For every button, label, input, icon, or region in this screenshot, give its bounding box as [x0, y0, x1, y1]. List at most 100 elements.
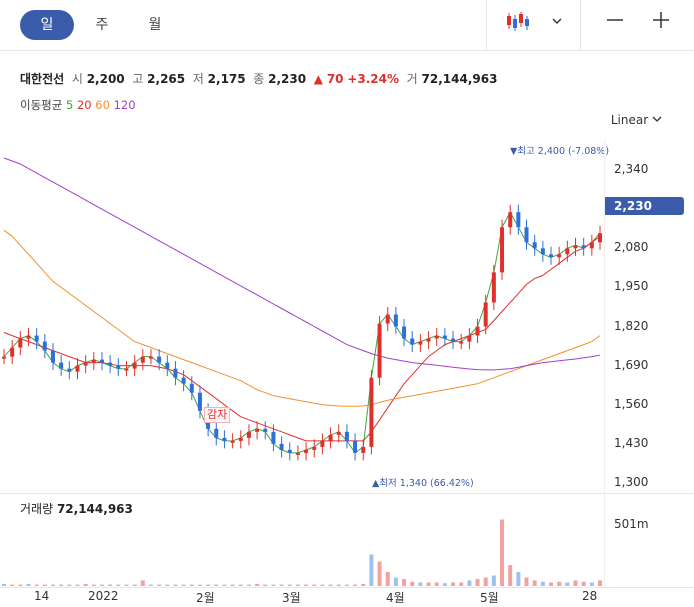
candle-body	[108, 362, 113, 366]
x-axis-tick: 2022	[88, 589, 119, 603]
volume-bar	[165, 584, 170, 586]
scale-label: Linear	[610, 113, 649, 127]
volume-bar	[320, 584, 325, 586]
candle-body	[369, 377, 374, 447]
candle-body	[91, 359, 96, 363]
volume-panel-label: 거래량	[20, 502, 54, 516]
volume-bar	[263, 584, 268, 586]
plus-icon[interactable]	[646, 10, 676, 40]
candle-body	[540, 248, 545, 255]
candle-body	[50, 350, 55, 363]
volume-bar	[246, 584, 251, 586]
candle-body	[598, 233, 602, 243]
volume-bar	[148, 584, 153, 586]
candle-body	[271, 431, 276, 444]
volume-bar	[565, 582, 570, 586]
candle-body	[238, 437, 243, 441]
candle-body	[2, 356, 6, 359]
candle-body	[557, 254, 562, 258]
volume-bar	[483, 577, 488, 586]
candle-body	[573, 245, 578, 249]
chevron-down-icon	[652, 116, 662, 122]
tab-monthly[interactable]: 월	[148, 17, 162, 33]
ma-5: 5	[65, 98, 74, 112]
scale-selector[interactable]: Linear	[611, 113, 662, 127]
volume-bar	[304, 584, 309, 586]
volume-bar	[42, 584, 47, 586]
moving-average-legend[interactable]: 이동평균 5 20 60 120	[20, 97, 136, 113]
volume-bar	[532, 580, 537, 586]
candle-body	[524, 227, 529, 243]
candle-body	[475, 326, 480, 336]
candle-body	[459, 341, 464, 344]
candle-body	[222, 437, 227, 441]
candle-body	[377, 323, 382, 378]
volume-bar	[508, 565, 513, 586]
high-annotation: ▼최고 2,400 (-7.08%)	[510, 146, 610, 157]
price-chart[interactable]	[0, 140, 604, 495]
volume-bar	[540, 581, 545, 586]
x-axis-tick: 4월	[386, 591, 405, 605]
candle-body	[124, 368, 129, 371]
volume-bar	[230, 584, 235, 586]
volume-bar	[10, 584, 15, 586]
ma-20-line	[3, 235, 601, 442]
volume-bar	[222, 584, 227, 586]
volume-bar	[328, 584, 333, 586]
volume-bar	[279, 584, 284, 586]
panel-divider	[0, 493, 694, 494]
x-axis-tick: 2월	[196, 591, 215, 605]
candle-body	[189, 383, 194, 393]
volume-bar	[557, 581, 562, 586]
volume-bar	[287, 584, 292, 586]
candle-body	[67, 368, 72, 372]
ma-60: 60	[95, 98, 110, 112]
candle-body	[418, 341, 423, 345]
high-value: 2,265	[147, 72, 186, 86]
ma-label: 이동평균	[20, 98, 63, 112]
change-value: 70	[326, 72, 344, 86]
candle-body	[353, 440, 358, 453]
candle-body	[197, 392, 202, 411]
volume-bar	[410, 581, 415, 586]
volume-bar	[467, 580, 472, 586]
volume-bar	[116, 584, 121, 586]
price-axis-tick: 1,820	[614, 318, 649, 333]
volume-bar	[344, 584, 349, 586]
open-label: 시	[71, 72, 83, 86]
volume-bar	[91, 584, 96, 586]
volume-bar	[157, 584, 162, 586]
volume-bar	[83, 583, 88, 586]
volume-panel-title: 거래량 72,144,963	[20, 500, 133, 517]
minus-icon[interactable]	[600, 10, 630, 40]
x-axis-line	[0, 587, 694, 588]
x-axis-tick: 3월	[282, 591, 301, 605]
candle-body	[83, 362, 88, 366]
price-axis-tick: 1,690	[614, 357, 649, 372]
candle-body	[18, 338, 23, 348]
candle-body	[344, 431, 349, 441]
candle-body	[336, 431, 341, 435]
volume-bar	[377, 561, 382, 586]
chevron-down-icon[interactable]	[547, 10, 567, 40]
candle-body	[500, 227, 505, 273]
candle-body	[279, 443, 284, 450]
open-value: 2,200	[86, 72, 125, 86]
price-axis-tick: 1,430	[614, 435, 649, 450]
tab-daily[interactable]: 일	[20, 10, 74, 40]
candlestick-icon[interactable]	[500, 10, 536, 40]
volume-bar	[336, 584, 341, 586]
low-value: 2,175	[207, 72, 246, 86]
candle-body	[385, 314, 390, 324]
toolbar-divider	[580, 0, 581, 50]
price-axis-tick: 1,300	[614, 475, 649, 489]
tab-weekly[interactable]: 주	[95, 17, 109, 33]
low-label: 저	[192, 72, 204, 86]
candle-body	[483, 302, 488, 327]
volume-chart	[2, 519, 602, 586]
stock-info: 대한전선 시 2,200 고 2,265 저 2,175 종 2,230 ▲ 7…	[20, 70, 497, 87]
volume-bar	[140, 580, 145, 586]
volume-bar	[361, 583, 366, 586]
chart-toolbar: 일 주 월	[0, 0, 694, 51]
candle-body	[148, 356, 153, 359]
